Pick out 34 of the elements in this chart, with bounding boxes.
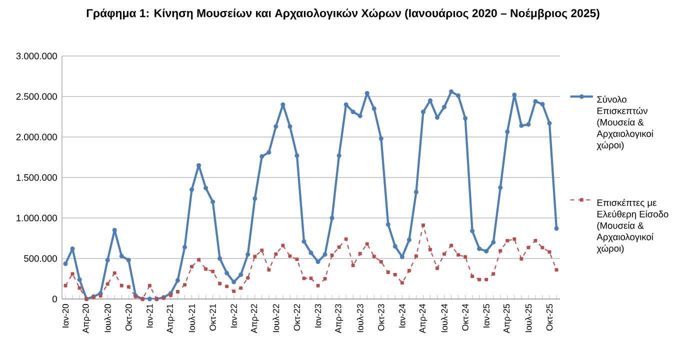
y-tick-label: 1.000.000 xyxy=(16,214,57,222)
x-tick-label: Ιουλ-22 xyxy=(272,304,280,332)
x-tick-label: Οκτ-22 xyxy=(294,304,300,331)
x-tick-label: Οκτ-21 xyxy=(210,304,216,331)
x-tick-label: Οκτ-24 xyxy=(462,304,468,331)
x-tick-label: Ιουλ-21 xyxy=(188,304,195,332)
x-tick-label: Ιαν-24 xyxy=(399,304,406,328)
x-tick-label: Ιαν-21 xyxy=(146,304,153,328)
x-tick-label: Ιουλ-25 xyxy=(525,304,532,332)
x-tick-label: Ιαν-20 xyxy=(62,304,69,328)
x-tick-label: Απρ-22 xyxy=(250,304,259,334)
y-tick-label: 0 xyxy=(52,296,57,302)
y-tick-label: 3.000.000 xyxy=(16,52,57,60)
x-tick-label: Ιουλ-24 xyxy=(441,304,448,332)
x-tick-label: Απρ-24 xyxy=(419,304,428,334)
y-tick-label: 500.000 xyxy=(24,255,57,262)
x-tick-label: Ιουλ-23 xyxy=(356,304,364,332)
x-tick-label: Ιουλ-20 xyxy=(104,304,111,332)
x-tick-label: Απρ-21 xyxy=(166,304,175,334)
x-tick-label: Απρ-20 xyxy=(82,304,91,334)
x-tick-label: Ιαν-25 xyxy=(483,304,490,328)
y-tick-label: 1.500.000 xyxy=(16,174,57,181)
y-tick-label: 2.000.000 xyxy=(16,134,57,140)
legend-label: Σύνολο Επισκεπτών (Μουσεία & Αρχαιολογικοί χώροι) xyxy=(596,96,654,150)
chart-title: Γράφημα 1: Κίνηση Μουσείων και Αρχαιολογικών Χώρων (Ιανουάριος 2020 – Νοέμβριος 2025) xyxy=(86,8,600,20)
x-tick-label: Ιαν-23 xyxy=(314,304,322,328)
legend-label: Επισκέπτες με Ελεύθερη Είσοδο (Μουσεία & Αρχαιολογικοί χώροι) xyxy=(596,198,668,254)
x-tick-label: Οκτ-20 xyxy=(126,304,132,331)
y-tick-label: 2.500.000 xyxy=(16,93,57,100)
x-tick-label: Οκτ-23 xyxy=(378,304,384,331)
x-tick-label: Απρ-25 xyxy=(503,304,512,334)
x-tick-label: Απρ-23 xyxy=(335,304,344,334)
x-tick-label: Ιαν-22 xyxy=(230,304,237,328)
x-tick-label: Οκτ-25 xyxy=(546,304,553,331)
